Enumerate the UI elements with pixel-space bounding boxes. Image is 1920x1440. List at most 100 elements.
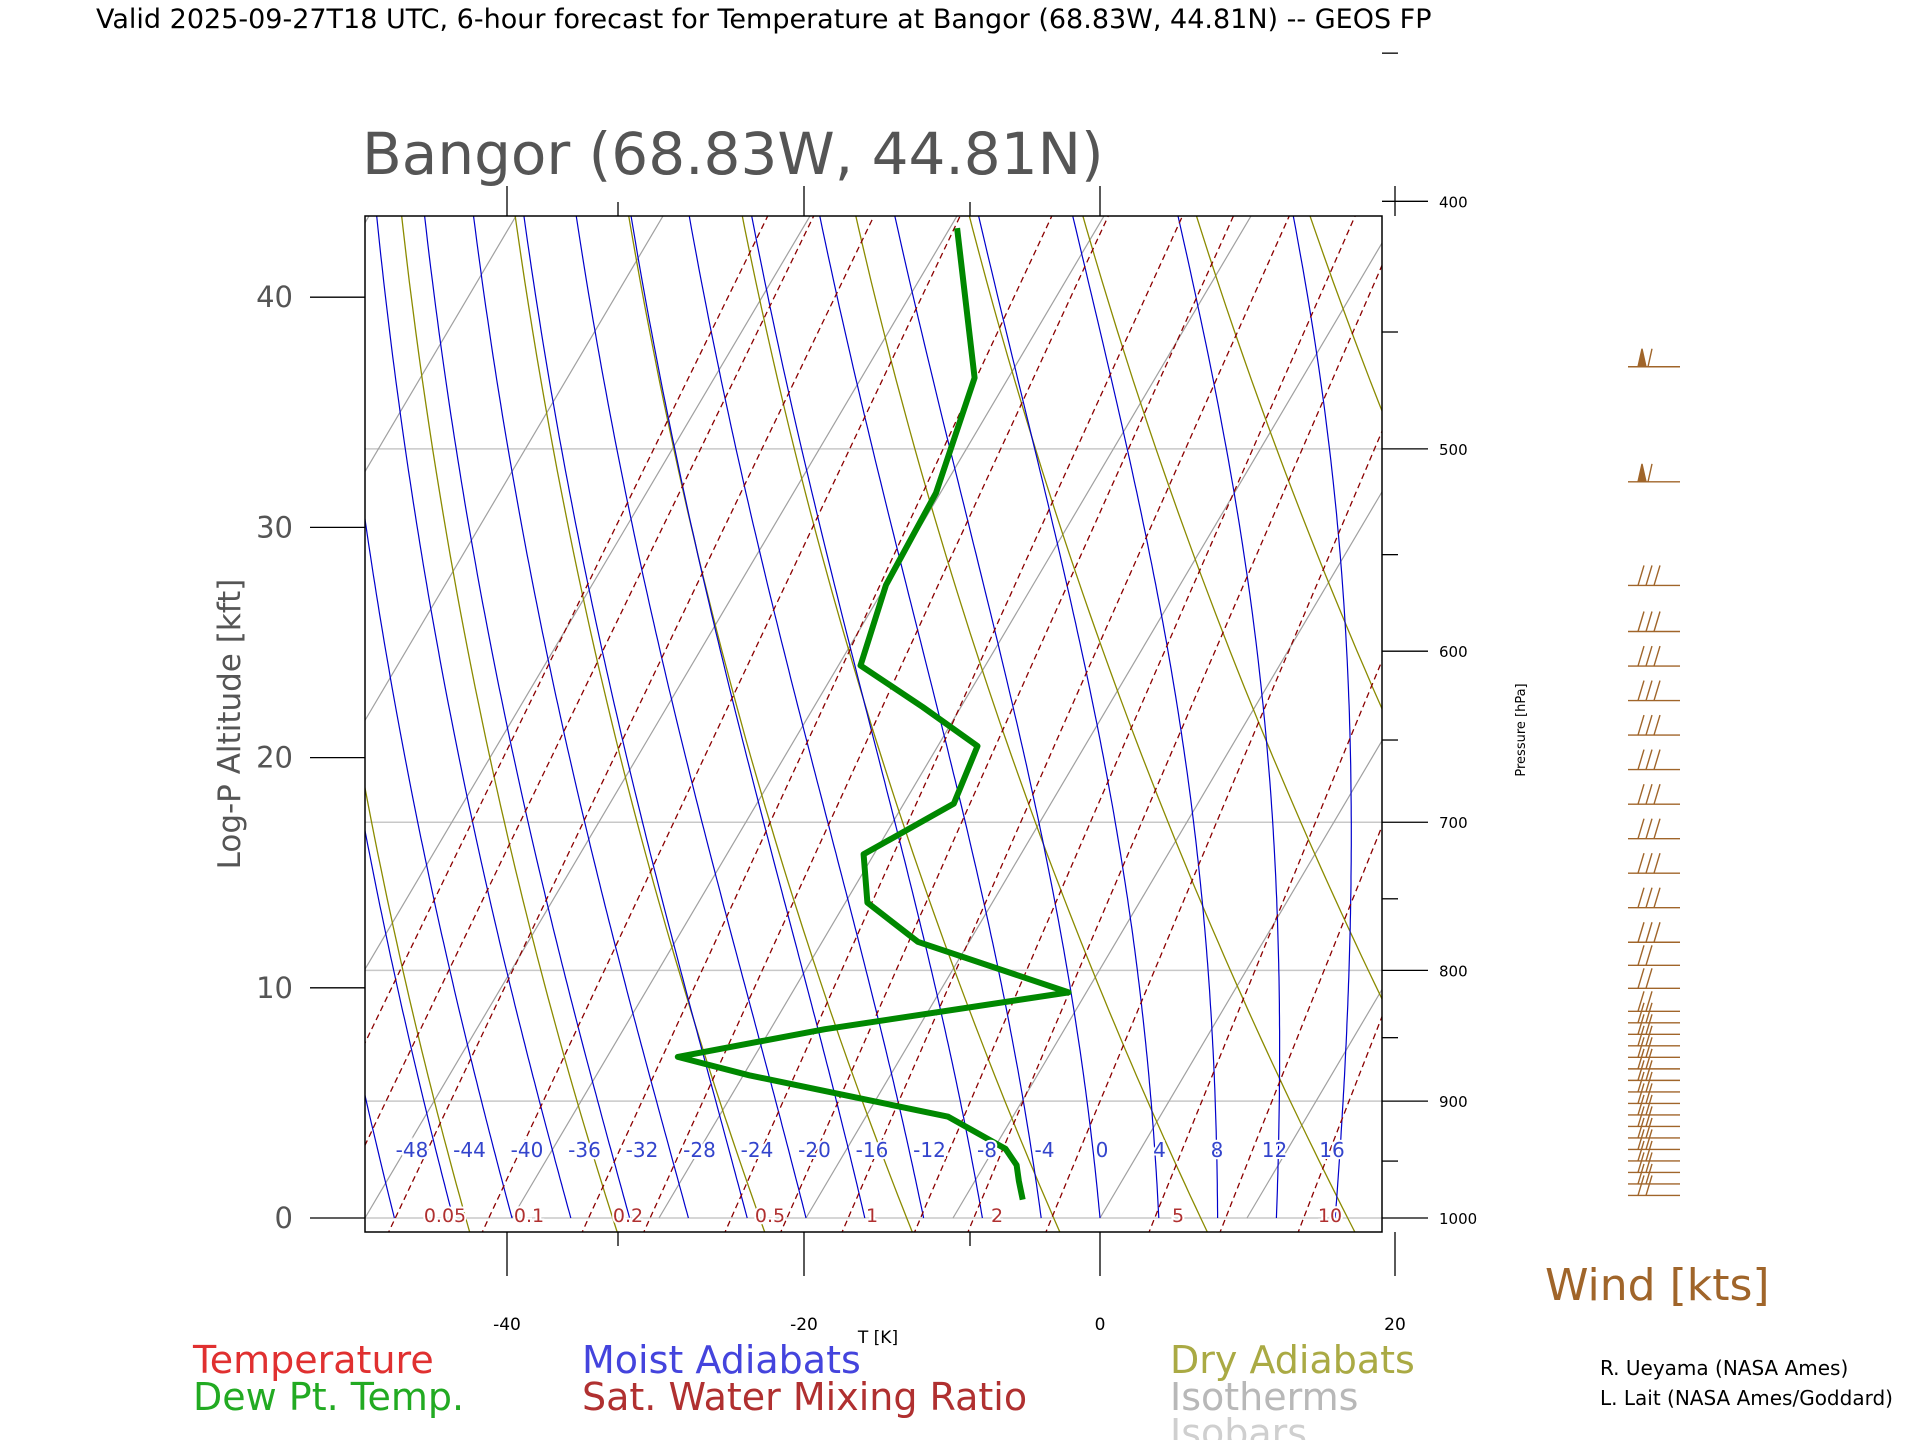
moist-adiabat-label: -48	[396, 1138, 429, 1162]
moist-adiabat-line	[1629, 0, 1920, 1218]
dry-adiabat-line	[1473, 0, 1920, 1272]
isotherm-line	[365, 216, 517, 473]
dry-adiabat-line	[1082, 216, 1382, 1001]
mixing-ratio-label: 0.5	[755, 1205, 785, 1227]
wind-barb	[1628, 1037, 1680, 1059]
moist-adiabat-label: -8	[977, 1138, 997, 1162]
wind-barb	[1628, 749, 1680, 771]
right-axis-label: Pressure [hPa]	[1514, 683, 1529, 776]
legend: Temperature Dew Pt. Temp. Moist Adiabats…	[192, 1338, 1415, 1440]
wind-barb	[1628, 945, 1680, 966]
dewpoint-line	[674, 227, 1072, 1201]
isobar-lines	[365, 448, 1382, 1219]
isotherm-line	[1099, 739, 1382, 1219]
mixing-ratio-line	[643, 216, 1110, 1232]
moist-adiabat-line	[1072, 216, 1219, 1218]
moist-adiabat-line	[1292, 216, 1352, 1219]
moist-adiabat-label: -28	[683, 1138, 716, 1162]
pressure-tick-label: 700	[1439, 814, 1468, 832]
mixing-ratio-line	[724, 216, 1184, 1232]
wind-barb	[1628, 1048, 1680, 1070]
legend-isotherms: Isotherms	[1170, 1375, 1358, 1419]
x-tick-label: 20	[1384, 1315, 1406, 1335]
wind-barb	[1628, 348, 1680, 368]
pressure-tick-label: 600	[1439, 643, 1468, 661]
dry-adiabat-line	[741, 216, 1061, 1232]
moist-adiabat-label: -20	[798, 1138, 831, 1162]
mixing-ratio-label: 10	[1318, 1205, 1342, 1227]
mixing-ratio-label: 1	[866, 1205, 878, 1227]
mixing-ratio-line	[1375, 0, 1920, 1272]
dry-adiabat-line	[1725, 0, 1920, 1272]
wind-barb	[1628, 1094, 1680, 1116]
wind-label: Wind [kts]	[1545, 1260, 1770, 1311]
dry-adiabat-line	[1808, 0, 1920, 1272]
dry-adiabat-line	[1389, 0, 1920, 1272]
dry-adiabat-line	[514, 216, 766, 1232]
moist-adiabat-label: 12	[1262, 1138, 1287, 1162]
dry-adiabat-line	[365, 784, 471, 1232]
dry-adiabat-line	[1892, 0, 1920, 1272]
moist-adiabat-line	[977, 216, 1160, 1219]
isotherm-line	[511, 216, 1105, 1219]
mixing-ratio-line	[841, 216, 1290, 1232]
isotherm-line	[658, 216, 1252, 1219]
moist-adiabat-line	[1688, 0, 1920, 1218]
wind-barb	[1628, 887, 1680, 909]
moist-adiabat-line	[575, 216, 807, 1219]
wind-barb	[1628, 1025, 1680, 1047]
moist-adiabat-line	[751, 216, 983, 1219]
mixing-ratio-line	[1148, 659, 1382, 1232]
dry-adiabat-line	[1195, 216, 1382, 711]
altitude-tick-label: 30	[256, 510, 293, 544]
moist-adiabat-line	[630, 216, 866, 1219]
pressure-tick-label: 800	[1439, 962, 1468, 980]
wind-barb	[1628, 1117, 1680, 1139]
inline-labels: -48 -44 -40 -36 -32 -28 -24 -20 -16 -12 -8 -4 0 4 8 12 1…	[394, 1136, 1347, 1229]
moist-adiabat-label: -16	[856, 1138, 889, 1162]
altitude-tick-label: 20	[256, 741, 293, 775]
dry-adiabat-line	[855, 216, 1209, 1232]
dry-adiabat-line	[1557, 0, 1920, 1272]
legend-dry-adiabats: Dry Adiabats	[1170, 1338, 1415, 1382]
moist-adiabat-label: -36	[568, 1138, 601, 1162]
moist-adiabat-label: 8	[1211, 1138, 1224, 1162]
mixing-ratio-line	[1219, 824, 1382, 1232]
wind-barb	[1628, 1129, 1680, 1151]
x-tick-label: -40	[493, 1315, 521, 1335]
wind-barb	[1628, 463, 1680, 483]
wind-barb	[1628, 1163, 1680, 1185]
wind-barb	[1628, 1175, 1680, 1197]
moist-adiabat-line	[424, 216, 631, 1219]
mixing-ratio-label: 5	[1172, 1205, 1184, 1227]
moist-adiabat-label: -32	[626, 1138, 659, 1162]
header-title: Valid 2025-09-27T18 UTC, 6-hour forecast…	[96, 4, 1432, 35]
altitude-tick-label: 0	[275, 1201, 293, 1235]
legend-dewpoint: Dew Pt. Temp.	[193, 1375, 464, 1419]
dry-adiabat-line	[166, 0, 332, 1272]
wind-barb	[1628, 922, 1680, 943]
credit-line-1: R. Ueyama (NASA Ames)	[1600, 1356, 1848, 1380]
legend-temperature: Temperature	[192, 1338, 434, 1382]
mixing-ratio-line	[780, 216, 1235, 1232]
plot-frame	[364, 215, 1383, 1233]
dry-adiabat-line	[1222, 0, 1920, 1272]
mixing-ratio-line	[913, 216, 1356, 1232]
isotherm-line	[365, 216, 370, 224]
wind-barb	[1628, 645, 1680, 667]
moist-adiabat-line	[1512, 0, 1654, 1218]
wind-barb	[1628, 714, 1680, 736]
legend-moist-adiabats: Moist Adiabats	[582, 1338, 861, 1382]
wind-barb	[1628, 1140, 1680, 1162]
wind-barb	[1628, 565, 1680, 587]
moist-adiabat-label: -4	[1035, 1138, 1055, 1162]
left-axis-label: Log-P Altitude [kft]	[212, 579, 248, 870]
moist-adiabat-label: -44	[453, 1138, 486, 1162]
dry-adiabat-lines	[166, 0, 1920, 1272]
isotherm-line	[1246, 988, 1382, 1219]
moist-adiabat-line	[365, 827, 454, 1219]
mixing-ratio-line	[365, 216, 815, 1147]
wind-barb	[1628, 1002, 1680, 1024]
moist-adiabat-line	[1177, 216, 1281, 1219]
